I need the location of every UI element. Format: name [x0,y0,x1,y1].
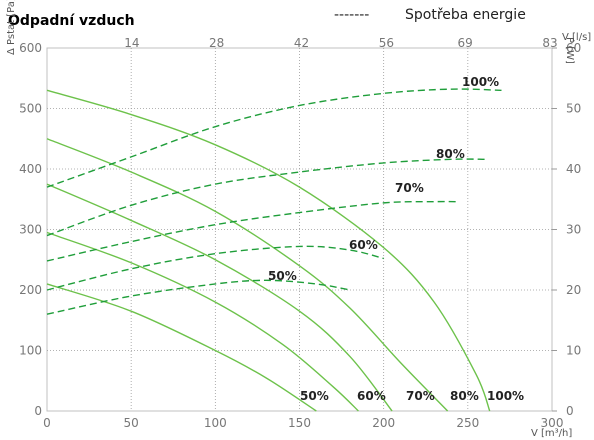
legend-dash-sample: ------- [334,7,369,23]
y-left-tick-label: 400 [19,162,42,176]
x-axis-label: V [m³/h] [531,428,572,439]
power-curve-80 [46,158,485,237]
y-right-tick-label: 50 [566,102,581,116]
pressure-label-100: 100% [487,389,524,403]
x2-tick-label: 42 [294,36,309,50]
x-tick-label: 250 [456,416,479,430]
y-left-tick-label: 100 [19,344,42,358]
x2-tick-label: 28 [209,36,224,50]
y-left-axis-label: Δ Pstat [Pa] [6,0,17,55]
x2-tick-label: 14 [124,36,139,50]
pressure-label-60: 60% [357,389,386,403]
y-right-tick-label: 10 [566,344,581,358]
curve-labels: 50% 60% 70% 80% 100% 100% 80% 70% 60% 50% [268,75,524,403]
y-right-tick-label: 0 [566,404,574,418]
legend-label: Spotřeba energie [405,7,526,23]
power-label-50: 50% [268,269,297,283]
power-curve-50 [46,279,351,315]
x-tick-label: 50 [124,416,139,430]
x-tick-label: 100 [204,416,227,430]
x2-tick-label: 69 [457,36,472,50]
pressure-label-50: 50% [300,389,329,403]
chart-title: Odpadní vzduch [8,13,135,29]
x2-tick-label: 83 [542,36,557,50]
y-left-tick-label: 500 [19,102,42,116]
y-left-tick-label: 600 [19,41,42,55]
x2-axis-label: V [l/s] [562,32,591,43]
power-label-60: 60% [349,238,378,252]
pressure-curve-70 [46,183,393,412]
y-right-tick-label: 60 [566,41,581,55]
y-right-tick-label: 20 [566,283,581,297]
x2-tick-label: 56 [379,36,394,50]
y-left-tick-label: 300 [19,223,42,237]
pressure-curve-80 [46,138,449,412]
x-tick-label: 200 [372,416,395,430]
y-right-tick-label: 30 [566,223,581,237]
curves [46,88,502,412]
x-tick-label: 300 [541,416,564,430]
pressure-curve-100 [46,89,491,412]
power-curve-100 [46,88,502,188]
power-curve-60 [46,245,384,291]
power-curve-70 [46,200,460,262]
power-label-70: 70% [395,181,424,195]
x-tick-label: 150 [288,416,311,430]
x-tick-label: 0 [43,416,51,430]
pressure-label-80: 80% [450,389,479,403]
pressure-curve-50 [46,283,317,412]
y-right-axis-label: P [W] [564,37,575,64]
y-left-tick-label: 200 [19,283,42,297]
grid [47,48,552,411]
pressure-label-70: 70% [406,389,435,403]
pressure-curve-60 [46,231,359,412]
legend: ------- Spotřeba energie [334,7,526,23]
power-label-80: 80% [436,147,465,161]
y-right-tick-label: 40 [566,162,581,176]
power-label-100: 100% [462,75,499,89]
y-left-tick-label: 0 [34,404,42,418]
